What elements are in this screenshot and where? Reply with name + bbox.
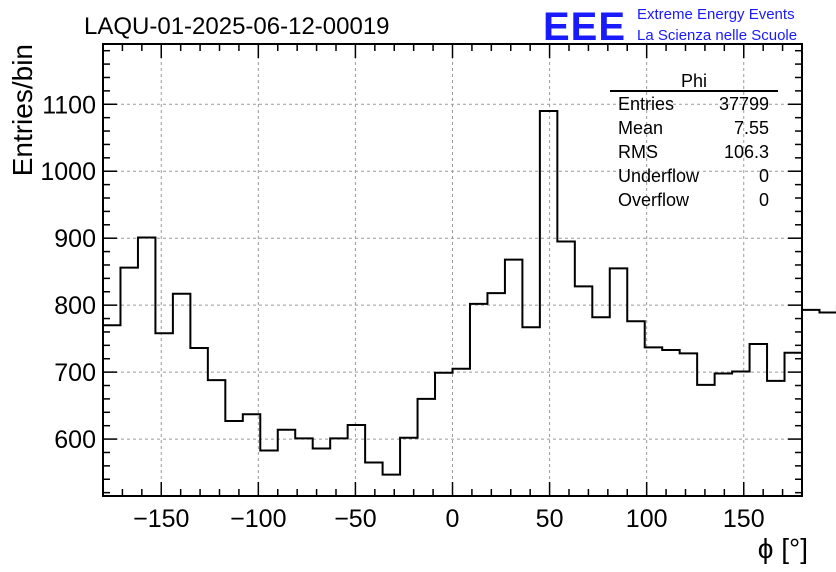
y-tick-label: 1100	[42, 91, 96, 119]
histogram-bin	[645, 347, 662, 496]
stats-row-value: 37799	[719, 94, 769, 114]
histogram-bin	[785, 353, 802, 496]
histogram-bin	[802, 310, 819, 496]
histogram-bin	[138, 238, 155, 496]
histogram-bin	[592, 317, 609, 496]
x-tick-label: −50	[334, 505, 376, 533]
histogram-bin	[418, 399, 435, 496]
x-tick-label: 150	[723, 505, 765, 533]
stats-row-label: Mean	[618, 118, 663, 138]
histogram-bin	[435, 373, 452, 496]
y-axis-title: Entries/bin	[7, 44, 38, 176]
x-tick-label: 50	[536, 505, 564, 533]
histogram-outline	[103, 109, 836, 476]
y-tick-label: 700	[54, 359, 96, 387]
histogram-bin	[610, 268, 627, 496]
stats-title: Phi	[681, 71, 707, 91]
histogram-bin	[120, 268, 137, 496]
stats-row-value: 0	[759, 166, 769, 186]
histogram-bin	[522, 327, 539, 496]
histogram-bin	[732, 371, 749, 496]
histogram-bin	[155, 333, 172, 496]
y-tick-label: 600	[54, 426, 96, 454]
stats-box: Phi Entries 37799 Mean 7.55 RMS 106.3 Underflo…	[610, 71, 778, 210]
x-tick-label: −100	[230, 505, 286, 533]
histogram-bin	[662, 350, 679, 496]
histogram-bin	[750, 344, 767, 496]
histogram-bin	[715, 373, 732, 496]
stats-row-label: RMS	[618, 142, 658, 162]
stats-row-label: Overflow	[618, 190, 690, 210]
histogram-bin	[470, 304, 487, 496]
histogram-bin	[767, 381, 784, 496]
stats-row-value: 0	[759, 190, 769, 210]
histogram-bin	[487, 293, 504, 496]
histogram-bin	[260, 450, 277, 496]
histogram-bin	[190, 348, 207, 496]
y-tick-label: 900	[54, 225, 96, 253]
histogram-bin	[313, 448, 330, 496]
stats-row-label: Underflow	[618, 166, 700, 186]
brand-line-1: Extreme Energy Events	[637, 6, 795, 23]
histogram-bin	[103, 325, 120, 496]
histogram-bin	[557, 242, 574, 496]
histogram-bin	[505, 260, 522, 496]
x-axis-title: ϕ [°]	[758, 533, 808, 564]
stats-row-label: Entries	[618, 94, 674, 114]
stats-rows: Entries 37799 Mean 7.55 RMS 106.3 Underflow 0 Ov…	[618, 94, 769, 210]
histogram-bin	[540, 111, 557, 496]
brand-line-2: La Scienza nelle Scuole	[637, 27, 797, 44]
grid-lines	[103, 44, 802, 496]
axis-ticks	[102, 44, 803, 496]
plot-title: LAQU-01-2025-06-12-00019	[84, 13, 390, 40]
branding: EEE Extreme Energy Events La Scienza nel…	[543, 5, 797, 49]
x-tick-label: 0	[446, 505, 460, 533]
histogram-bin	[819, 313, 836, 496]
stats-row-value: 7.55	[734, 118, 769, 138]
histogram-bin	[383, 475, 400, 496]
x-tick-label: −150	[133, 505, 189, 533]
stats-row-value: 106.3	[724, 142, 769, 162]
histogram-bin	[453, 369, 470, 496]
histogram-bin	[697, 385, 714, 496]
histogram-bin	[330, 438, 347, 496]
histogram-bin	[295, 438, 312, 496]
y-axis-tick-labels: 600 700 800 900 1000 1100	[40, 91, 96, 454]
histogram-bin	[365, 463, 382, 496]
eee-logo: EEE	[543, 5, 626, 49]
y-tick-label: 1000	[40, 158, 96, 186]
x-axis-tick-labels: −150 −100 −50 0 50 100 150	[133, 505, 765, 533]
y-tick-label: 800	[54, 292, 96, 320]
x-tick-label: 100	[626, 505, 668, 533]
histogram-bin	[278, 430, 295, 496]
histogram-bin	[575, 286, 592, 496]
histogram-bin	[627, 321, 644, 496]
histogram-bin	[225, 421, 242, 496]
histogram-bin	[348, 425, 365, 496]
histogram-bars	[103, 109, 836, 496]
histogram-bin	[208, 380, 225, 496]
histogram-bin	[400, 438, 417, 496]
histogram-bin	[680, 353, 697, 496]
histogram-bin	[173, 294, 190, 496]
